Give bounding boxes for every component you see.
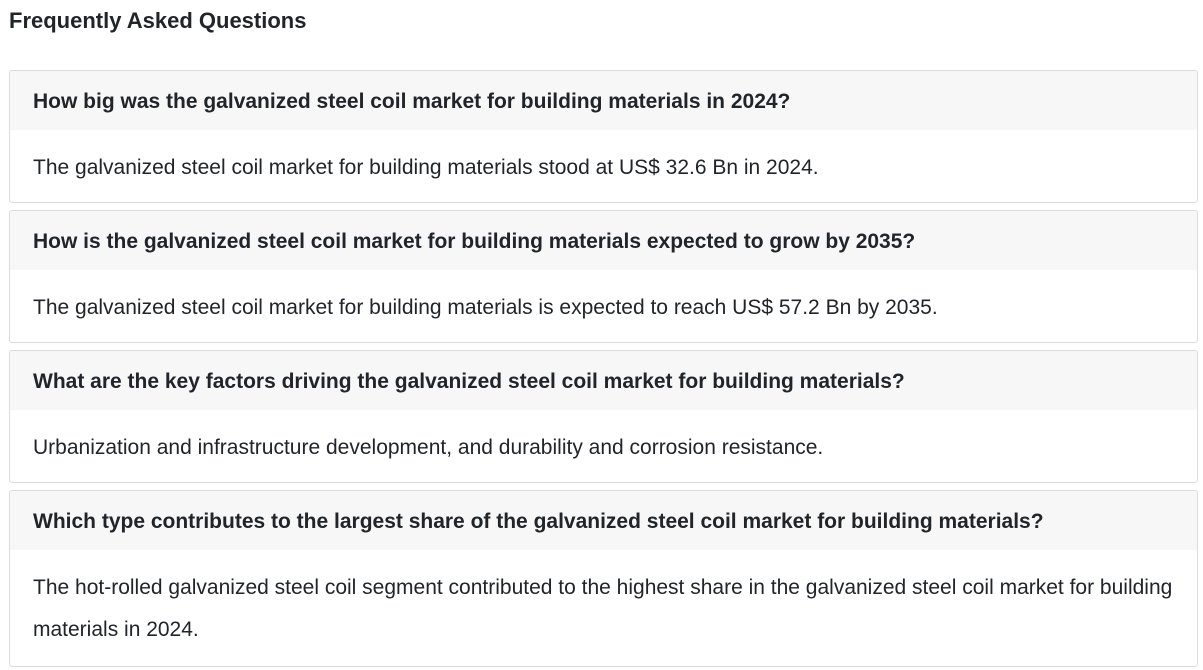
faq-answer: The galvanized steel coil market for bui… <box>33 156 819 179</box>
faq-question-toggle[interactable]: How big was the galvanized steel coil ma… <box>10 71 1197 130</box>
faq-title: Frequently Asked Questions <box>9 8 307 33</box>
faq-list: How big was the galvanized steel coil ma… <box>9 70 1198 667</box>
faq-question-toggle[interactable]: How is the galvanized steel coil market … <box>10 211 1197 270</box>
faq-question-toggle[interactable]: Which type contributes to the largest sh… <box>10 491 1197 550</box>
faq-question-toggle[interactable]: What are the key factors driving the gal… <box>10 351 1197 410</box>
faq-item: Which type contributes to the largest sh… <box>9 490 1198 667</box>
faq-item: How big was the galvanized steel coil ma… <box>9 70 1198 203</box>
faq-answer: The hot-rolled galvanized steel coil seg… <box>33 576 1173 641</box>
faq-item: How is the galvanized steel coil market … <box>9 210 1198 343</box>
faq-answer: The galvanized steel coil market for bui… <box>33 296 938 319</box>
faq-answer: Urbanization and infrastructure developm… <box>33 436 824 459</box>
faq-item: What are the key factors driving the gal… <box>9 350 1198 483</box>
